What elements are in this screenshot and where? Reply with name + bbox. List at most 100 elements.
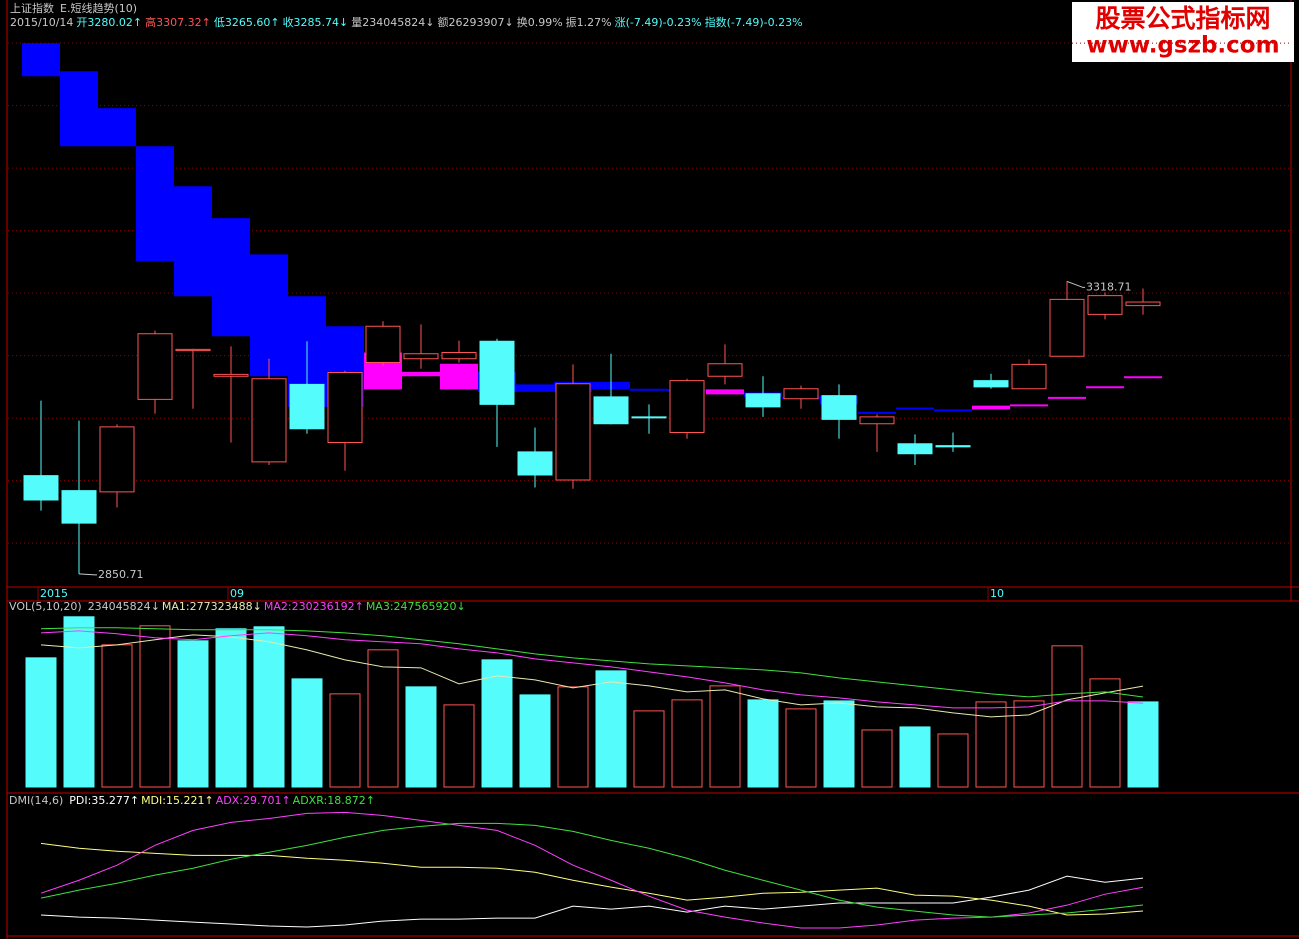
ma-line	[40, 627, 1144, 698]
legend-arrow: ↑	[204, 794, 213, 807]
volume-bar	[291, 678, 323, 788]
high-annotation: 3318.71	[1086, 280, 1132, 293]
quote-info: 量234045824↓	[351, 16, 434, 29]
volume-bar	[63, 616, 95, 788]
candle-body	[555, 383, 591, 481]
trend-block	[972, 405, 1010, 410]
dmi-title: DMI(14,6)	[9, 794, 63, 807]
candle-body	[1011, 363, 1047, 390]
volume-bar	[709, 685, 741, 788]
volume-bar	[671, 699, 703, 788]
candle-body	[593, 396, 629, 425]
legend-name: MA1:	[162, 600, 190, 613]
watermark-url: www.gszb.com	[1086, 33, 1279, 59]
trend-block	[98, 108, 136, 147]
legend-name: ADXR:	[293, 794, 328, 807]
annotation-leader	[78, 573, 97, 576]
legend-name: MA3:	[366, 600, 394, 613]
watermark-box	[1072, 2, 1294, 62]
volume-bar	[519, 694, 551, 788]
volume-bar	[101, 644, 133, 788]
volume-bar	[899, 726, 931, 788]
candle-body	[859, 416, 895, 425]
quote-info: 换0.99%	[517, 15, 563, 29]
candle-body	[289, 383, 325, 430]
trend-block	[250, 254, 288, 377]
candle-body	[213, 373, 249, 377]
candle-body	[99, 426, 135, 493]
volume-bar	[747, 699, 779, 788]
legend-arrow: ↑	[281, 794, 290, 807]
dmi-line	[40, 822, 1144, 918]
volume-title: VOL(5,10,20)	[9, 600, 82, 613]
x-tick-label: 10	[990, 587, 1004, 600]
legend-value: 277323488	[190, 600, 253, 613]
legend-arrow: ↓	[457, 600, 466, 613]
legend-value: 35.277	[91, 794, 130, 807]
trend-block	[402, 371, 440, 377]
trend-block	[136, 146, 174, 262]
volume-bar	[1013, 700, 1045, 788]
candle-body	[897, 443, 933, 455]
volume-bar	[1127, 701, 1159, 788]
volume-bar	[443, 704, 475, 788]
volume-bar	[1089, 678, 1121, 788]
candle-body	[783, 388, 819, 400]
candle-body	[61, 490, 97, 524]
dmi-line	[40, 842, 1144, 916]
volume-bar	[1051, 645, 1083, 788]
annotation-leader	[1066, 280, 1085, 288]
x-tick-label: 2015	[40, 587, 68, 600]
trend-block	[1086, 386, 1124, 389]
candle-body	[441, 352, 477, 360]
quote-info: 振1.27%	[566, 15, 612, 29]
candle-body	[1125, 301, 1161, 307]
volume-bar	[861, 729, 893, 788]
ma-line	[40, 630, 1144, 709]
candle-body	[1087, 295, 1123, 315]
trend-block	[212, 218, 250, 337]
legend-value: 15.221	[166, 794, 205, 807]
candle-body	[327, 372, 363, 443]
dmi-line	[40, 875, 1144, 928]
low-annotation: 2850.71	[98, 568, 144, 581]
legend-name: PDI:	[69, 794, 91, 807]
volume-bar	[557, 686, 589, 788]
candle-body	[23, 475, 59, 501]
candle-body	[251, 378, 287, 463]
candle-body	[479, 340, 515, 405]
legend-arrow: ↑	[355, 600, 364, 613]
volume-bar	[633, 710, 665, 788]
volume-bar	[329, 693, 361, 788]
candle-body	[137, 333, 173, 400]
trend-block	[1010, 404, 1048, 407]
quote-info: 收3285.74↓	[283, 15, 349, 29]
indicator: E.短线趋势(10)	[60, 1, 137, 15]
trend-block	[60, 71, 98, 147]
quote-info: 高3307.32↑	[145, 15, 211, 29]
trend-block	[934, 409, 972, 412]
candle-body	[403, 353, 439, 360]
volume-arrow: ↓	[151, 600, 160, 613]
dmi-line	[40, 811, 1144, 929]
quote-info: 涨(-7.49)-0.23%	[615, 16, 702, 29]
candle-body	[745, 393, 781, 408]
legend-arrow: ↑	[366, 794, 375, 807]
candle-body	[365, 325, 401, 363]
volume-value: 234045824	[88, 600, 151, 613]
legend-name: MA2:	[264, 600, 292, 613]
volume-bar	[785, 708, 817, 788]
trend-block	[1048, 396, 1086, 399]
legend-value: 18.872	[327, 794, 366, 807]
legend-name: MDI:	[141, 794, 166, 807]
trend-block	[440, 363, 478, 390]
candle-body	[973, 380, 1009, 388]
volume-bar	[481, 659, 513, 788]
trend-block	[706, 389, 744, 395]
trend-block	[630, 388, 668, 391]
volume-bar	[25, 657, 57, 788]
volume-bar	[823, 700, 855, 788]
quote-info: 2015/10/14	[10, 16, 73, 29]
trend-block	[1124, 376, 1162, 379]
